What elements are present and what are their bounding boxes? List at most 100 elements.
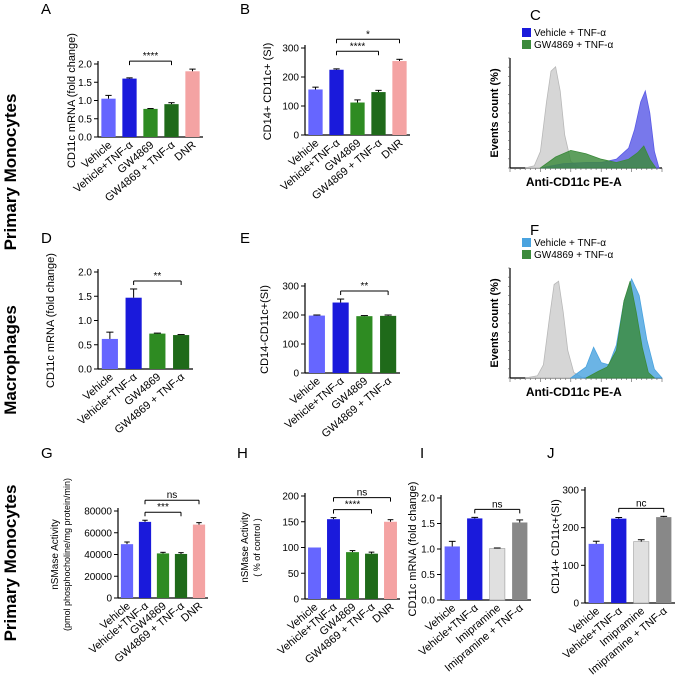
y-tick-label: 0 (573, 599, 579, 610)
legend-swatch (522, 250, 531, 259)
y-tick-label: 100 (282, 340, 299, 351)
y-tick-label: 100 (282, 543, 299, 554)
significance-label: **** (350, 41, 366, 52)
legend-swatch (522, 40, 531, 49)
y-tick-label: 80000 (84, 507, 112, 518)
y-axis-label: nSMase Activity (50, 519, 61, 590)
bar (308, 315, 325, 373)
bar (467, 518, 483, 600)
y-tick-label: 150 (282, 517, 299, 528)
bar (371, 92, 386, 135)
legend-label: Vehicle + TNF-α (534, 238, 606, 249)
bar (308, 547, 321, 599)
bar (125, 297, 142, 369)
y-tick-label: 2.0 (78, 60, 92, 71)
panel-letter: I (420, 445, 424, 462)
bar (327, 519, 340, 599)
panel-letter: F (530, 222, 539, 239)
bar (143, 108, 158, 137)
panel-letter: A (41, 1, 51, 18)
bar (120, 544, 134, 598)
significance-label: ** (153, 271, 161, 282)
y-axis-label-units: ( % of control ) (252, 518, 262, 577)
y-tick-label: 200 (282, 492, 299, 503)
category-label: DNR (172, 139, 198, 164)
y-tick-label: 20000 (84, 572, 112, 583)
y-tick-label: 1.5 (421, 519, 435, 530)
bar (138, 521, 152, 598)
y-tick-label: 300 (282, 282, 299, 293)
bar (384, 521, 397, 599)
bar (149, 333, 166, 369)
y-tick-label: 0 (293, 131, 299, 142)
y-tick-label: 1.0 (78, 316, 92, 327)
x-axis-label: Anti-CD11c PE-A (526, 385, 622, 399)
bar (346, 552, 359, 599)
significance-label: nc (636, 498, 647, 509)
bar (611, 518, 627, 603)
y-tick-label: 0.0 (78, 365, 92, 376)
y-tick-label: 0.5 (78, 340, 92, 351)
bar (356, 316, 373, 373)
row-label-primary-monocytes-bottom: Primary Monocytes (1, 485, 20, 642)
bar (489, 548, 506, 601)
histogram-series (585, 281, 656, 379)
category-label: DNR (379, 137, 405, 162)
bar (308, 89, 323, 135)
histogram-series (525, 280, 585, 379)
bar (332, 302, 349, 373)
bar (192, 524, 206, 598)
y-tick-label: 1.5 (78, 78, 92, 89)
y-tick-label: 200 (282, 311, 299, 322)
y-tick-label: 200 (562, 523, 579, 534)
bar (164, 104, 179, 137)
panel-e: E0100200300CD14-CD11c+(SI)VehicleVehicle… (240, 230, 400, 440)
significance-label: **** (345, 500, 361, 511)
y-tick-label: 0.0 (421, 596, 435, 607)
panel-f: F Events count (%) Anti-CD11c PE-A Vehicle … (489, 222, 663, 399)
category-label: DNR (370, 601, 396, 626)
significance-label: * (366, 29, 370, 40)
y-tick-label: 300 (282, 44, 299, 55)
category-label: DNR (179, 600, 205, 625)
y-tick-label: 300 (562, 486, 579, 497)
panel-letter: C (530, 7, 541, 24)
significance-label: ns (492, 499, 503, 510)
significance-label: ** (360, 281, 368, 292)
panel-letter: G (41, 445, 53, 462)
y-tick-label: 100 (282, 102, 299, 113)
y-tick-label: 60000 (84, 528, 112, 539)
bar (174, 553, 188, 598)
panel-c: C Events count (%) Anti-CD11c PE-A Vehicle … (489, 7, 663, 189)
y-axis-label: CD14+ CD11c+(SI) (550, 499, 562, 594)
y-tick-label: 50 (288, 569, 300, 580)
bar (329, 69, 344, 135)
y-tick-label: 0.5 (421, 570, 435, 581)
bar (122, 78, 137, 137)
legend-label: GW4869 + TNF-α (534, 40, 613, 51)
y-tick-label: 1.0 (421, 545, 435, 556)
panel-letter: J (547, 445, 555, 462)
x-axis-label: Anti-CD11c PE-A (526, 175, 622, 189)
bar (365, 553, 378, 599)
significance-label: **** (143, 51, 159, 62)
y-axis-label: CD14+ CD11c+ (SI) (262, 43, 274, 141)
significance-label: *** (157, 502, 169, 513)
histogram-series (539, 145, 657, 169)
y-tick-label: 2.0 (421, 494, 435, 505)
y-axis-label: nSMase Activity (240, 512, 251, 583)
legend-swatch (522, 238, 531, 247)
bar (156, 553, 170, 598)
panel-letter: E (240, 230, 250, 247)
y-axis-label: Events count (%) (489, 278, 501, 368)
y-axis-label: CD11c mRNA (fold change) (66, 33, 78, 168)
y-axis-label: CD14-CD11c+(SI) (259, 285, 271, 374)
bar (392, 61, 407, 135)
bar (633, 541, 650, 604)
legend-label: GW4869 + TNF-α (534, 250, 613, 261)
y-tick-label: 0 (293, 595, 299, 606)
